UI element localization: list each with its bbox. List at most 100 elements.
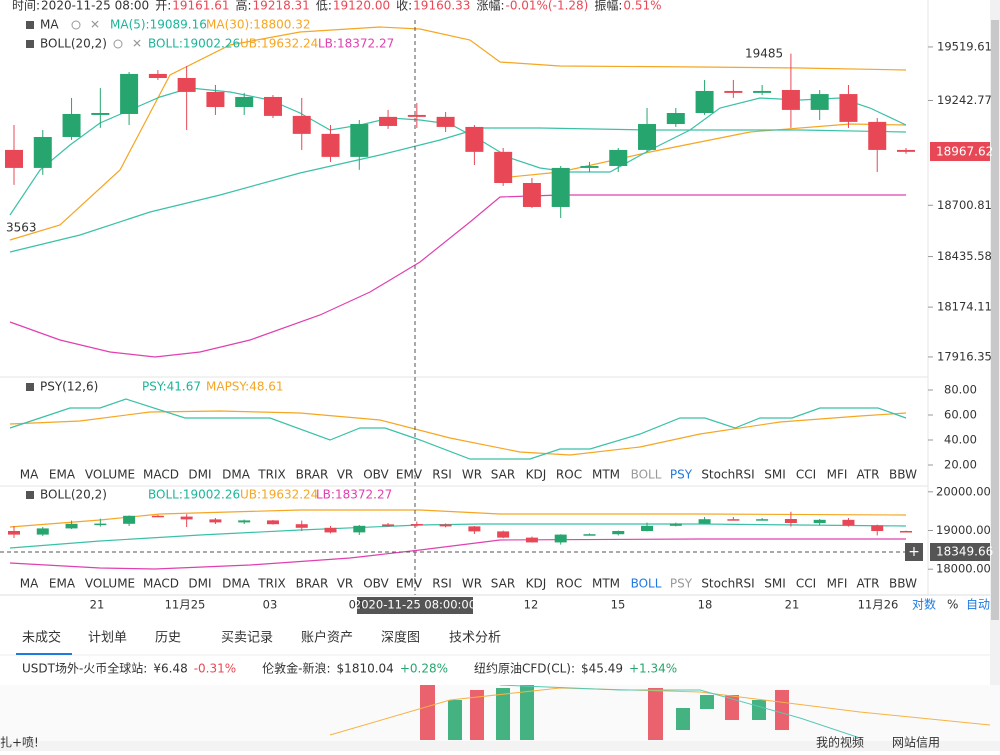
indicator-tab[interactable]: MFI [827, 577, 848, 591]
ma30: MA(30):18800.32 [206, 18, 311, 32]
indicator-tab[interactable]: SAR [491, 577, 515, 591]
indicator-tab[interactable]: MFI [827, 468, 848, 482]
indicator-tab[interactable]: RSI [432, 577, 452, 591]
candle-body [382, 524, 395, 527]
candle-body [813, 519, 826, 523]
indicator-tab[interactable]: ROC [556, 468, 582, 482]
footer-video[interactable]: 我的视频 [816, 735, 864, 750]
candle-body [235, 96, 254, 108]
indicator-tab[interactable]: EMV [396, 468, 423, 482]
indicator-tab[interactable]: CCI [796, 468, 816, 482]
indicator-tab[interactable]: PSY [670, 577, 693, 591]
candle-body [123, 515, 136, 524]
candle-body [669, 523, 682, 526]
indicator-tab[interactable]: MA [20, 468, 39, 482]
close-icon[interactable]: ✕ [90, 18, 100, 32]
indicator-tab[interactable]: OBV [363, 468, 389, 482]
bottom-tab[interactable]: 计划单 [88, 631, 127, 646]
indicator-tab[interactable]: EMA [49, 577, 76, 591]
indicator-tab[interactable]: DMA [222, 468, 251, 482]
indicator-tab[interactable]: DMI [188, 468, 211, 482]
indicator-tab[interactable]: MTM [592, 468, 620, 482]
bottom-tab[interactable]: 未成交 [22, 630, 61, 646]
indicator-tab[interactable]: VR [337, 577, 354, 591]
ub-line [9, 26, 907, 241]
x-tick-label: 21 [785, 598, 800, 612]
indicator-tab[interactable]: KDJ [526, 468, 547, 482]
indicator-tab[interactable]: DMI [188, 577, 211, 591]
candle-body [583, 534, 596, 536]
auto-toggle[interactable]: 自动 [966, 598, 990, 612]
bottom-tab[interactable]: 历史 [155, 631, 181, 646]
indicator-tab[interactable]: SMI [764, 468, 786, 482]
indicator-tab[interactable]: BOLL [631, 577, 662, 591]
indicator-tab[interactable]: CCI [796, 577, 816, 591]
settings-icon[interactable] [113, 39, 123, 49]
candle-body [5, 149, 23, 168]
bottom-tab[interactable]: 深度图 [381, 630, 420, 646]
candle-body [439, 524, 452, 527]
indicator-tab[interactable]: EMV [396, 577, 423, 591]
y-tick-label: 19242.77 [937, 93, 992, 107]
indicator-tab[interactable]: MTM [592, 577, 620, 591]
indicator-tab[interactable]: RSI [432, 468, 452, 482]
candle-body [65, 523, 78, 529]
indicator-tab[interactable]: StochRSI [701, 577, 754, 591]
candle-body [263, 96, 282, 116]
candle-body [497, 531, 510, 538]
candle-body [324, 527, 337, 533]
header-value: 2020-11-25 08:00 [41, 0, 149, 13]
percent-toggle[interactable]: % [947, 598, 958, 612]
y-tick-label: 20.00 [944, 458, 977, 472]
indicator-tab[interactable]: OBV [363, 577, 389, 591]
log-toggle[interactable]: 对数 [912, 597, 936, 612]
header-label: 开: [155, 0, 171, 13]
scroll-thumb[interactable] [991, 20, 999, 620]
candle-body [465, 126, 484, 152]
indicator-tab[interactable]: VOLUME [85, 468, 135, 482]
add-button[interactable] [905, 543, 923, 561]
indicator-tab[interactable]: WR [462, 577, 482, 591]
indicator-tab[interactable]: StochRSI [701, 468, 754, 482]
bottom-tab[interactable]: 买卖记录 [221, 631, 273, 646]
indicator-tab[interactable]: MACD [143, 577, 179, 591]
indicator-tab[interactable]: ATR [857, 577, 880, 591]
ticker-name: USDT场外-火币全球站: [22, 661, 147, 676]
close-icon[interactable]: ✕ [132, 37, 142, 51]
ticker-change: +0.28% [400, 662, 448, 676]
indicator-tab[interactable]: DMA [222, 577, 251, 591]
indicator-tab[interactable]: KDJ [526, 577, 547, 591]
settings-icon[interactable] [71, 20, 81, 30]
indicator-tab[interactable]: ATR [857, 468, 880, 482]
indicator-tab[interactable]: MACD [143, 468, 179, 482]
bottom-tab[interactable]: 技术分析 [449, 631, 501, 646]
indicator-tab[interactable]: BRAR [296, 577, 329, 591]
indicator-tab[interactable]: TRIX [257, 468, 285, 482]
candle-body [727, 519, 740, 521]
indicator-tab[interactable]: ROC [556, 577, 582, 591]
indicator-tab[interactable]: VOLUME [85, 577, 135, 591]
indicator-tab[interactable]: VR [337, 468, 354, 482]
indicator-tab[interactable]: BRAR [296, 468, 329, 482]
indicator-tab[interactable]: SAR [491, 468, 515, 482]
ticker-price: ¥6.48 [153, 662, 187, 676]
psy-value: PSY:41.67 [142, 380, 201, 394]
candle-body [641, 525, 654, 532]
indicator-tab[interactable]: BBW [889, 468, 917, 482]
y-tick-label: 18435.58 [937, 249, 992, 263]
boll-lb-line [9, 538, 906, 570]
indicator-tab[interactable]: PSY [670, 468, 693, 482]
ticker-name: 纽约原油CFD(CL): [474, 661, 575, 676]
bottom-tab[interactable]: 账户资产 [301, 630, 353, 646]
boll-mid-line [9, 127, 907, 253]
indicator-tab[interactable]: BBW [889, 577, 917, 591]
candle-body [525, 537, 538, 543]
footer-credit[interactable]: 网站信用 [892, 736, 940, 750]
indicator-tab[interactable]: TRIX [257, 577, 285, 591]
indicator-tab[interactable]: BOLL [631, 468, 662, 482]
candle-body [868, 121, 887, 150]
indicator-tab[interactable]: WR [462, 468, 482, 482]
indicator-tab[interactable]: SMI [764, 577, 786, 591]
indicator-tab[interactable]: EMA [49, 468, 76, 482]
indicator-tab[interactable]: MA [20, 577, 39, 591]
